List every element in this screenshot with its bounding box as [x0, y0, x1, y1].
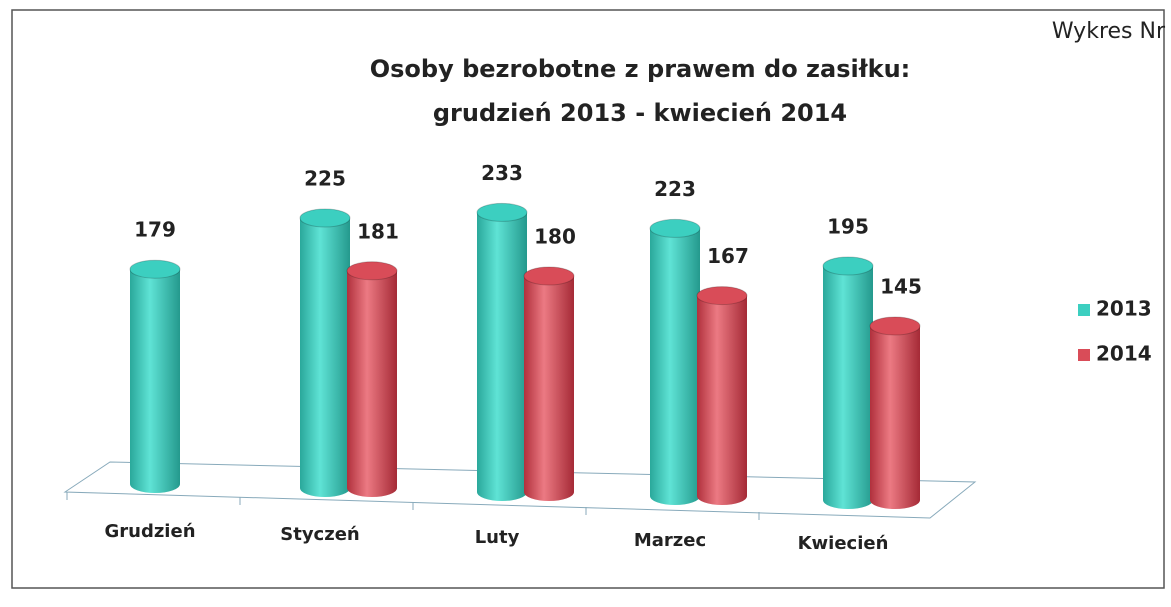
- cylinder-body: [477, 212, 527, 492]
- data-label: 233: [481, 161, 523, 185]
- data-label: 145: [880, 275, 922, 299]
- cylinder: [346, 261, 398, 497]
- cylinder-body: [650, 228, 700, 496]
- cylinder-top: [129, 259, 181, 279]
- x-tick-label: Marzec: [634, 530, 706, 551]
- legend-swatch: [1078, 304, 1090, 316]
- cylinder-top: [649, 218, 701, 238]
- cylinder-top: [696, 286, 748, 306]
- x-tick-label: Grudzień: [104, 521, 195, 542]
- cylinder: [822, 256, 874, 509]
- chart-title: Osoby bezrobotne z prawem do zasiłku:: [370, 55, 911, 83]
- cylinder: [869, 316, 921, 509]
- cylinder-body: [347, 270, 397, 488]
- cylinder-top: [523, 266, 575, 286]
- cylinder-body: [697, 295, 747, 496]
- x-tick-label: Luty: [475, 527, 520, 548]
- cylinder-body: [130, 269, 180, 484]
- cylinder: [696, 286, 748, 505]
- data-label: 225: [304, 167, 346, 191]
- page-label: Wykres Nr: [1052, 19, 1166, 44]
- cylinder-body: [300, 218, 350, 488]
- data-label: 195: [827, 215, 869, 239]
- legend-swatch: [1078, 349, 1090, 361]
- cylinder-top: [869, 316, 921, 336]
- cylinder-top: [822, 256, 874, 276]
- cylinder-top: [476, 202, 528, 222]
- legend-label: 2014: [1096, 342, 1152, 366]
- chart-title: grudzień 2013 - kwiecień 2014: [433, 99, 847, 127]
- cylinder-body: [524, 276, 574, 492]
- cylinder: [523, 266, 575, 501]
- cylinder: [649, 218, 701, 505]
- data-label: 179: [134, 218, 176, 242]
- x-tick-label: Styczeń: [280, 524, 359, 545]
- data-label: 181: [357, 219, 399, 243]
- cylinder-top: [346, 261, 398, 281]
- cylinder: [299, 208, 351, 497]
- cylinder-body: [870, 326, 920, 500]
- cylinder-body: [823, 266, 873, 500]
- x-tick-label: Kwiecień: [798, 533, 889, 554]
- data-label: 180: [534, 225, 576, 249]
- cylinder: [129, 259, 181, 493]
- legend-label: 2013: [1096, 297, 1152, 321]
- cylinder-top: [299, 208, 351, 228]
- data-label: 167: [707, 244, 749, 268]
- cylinder: [476, 202, 528, 501]
- data-label: 223: [654, 177, 696, 201]
